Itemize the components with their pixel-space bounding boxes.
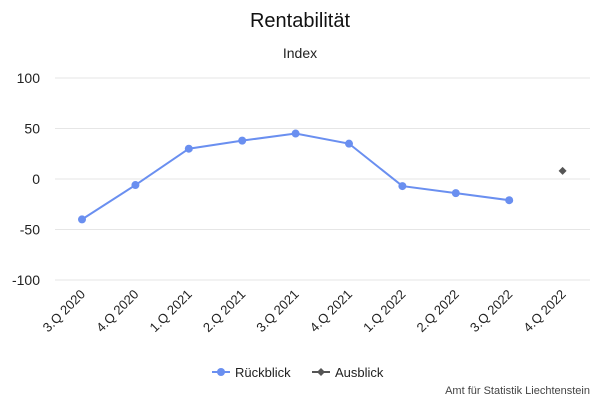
data-point-rueckblick[interactable] (291, 129, 300, 138)
chart-subtitle: Index (283, 45, 317, 61)
data-point-rueckblick[interactable] (451, 189, 460, 198)
y-tick-label: 0 (32, 171, 40, 187)
x-tick-label: 3.Q 2020 (40, 287, 88, 335)
x-tick-label: 4.Q 2020 (93, 287, 141, 335)
legend-item-ausblick[interactable]: Ausblick (312, 365, 384, 380)
x-tick-label: 3.Q 2021 (253, 287, 301, 335)
series-line-0 (81, 132, 510, 221)
gridlines (55, 77, 590, 281)
y-axis-ticks: 100 50 0 -50 -100 (12, 70, 40, 288)
x-tick-label: 1.Q 2021 (146, 287, 194, 335)
x-axis-ticks: 3.Q 2020 4.Q 2020 1.Q 2021 2.Q 2021 3.Q 2021… (40, 287, 569, 335)
x-tick-label: 4.Q 2022 (520, 287, 568, 335)
series-area (78, 129, 567, 224)
data-point-rueckblick[interactable] (505, 196, 514, 205)
x-tick-label: 4.Q 2021 (307, 287, 355, 335)
data-point-rueckblick[interactable] (238, 136, 247, 145)
y-tick-label: -50 (20, 222, 40, 238)
chart-credit: Amt für Statistik Liechtenstein (445, 385, 590, 397)
x-tick-label: 3.Q 2022 (467, 287, 515, 335)
data-point-rueckblick[interactable] (345, 139, 353, 148)
y-tick-label: 50 (24, 121, 40, 137)
legend-rueckblick-label: Rückblick (235, 365, 291, 380)
legend-rueckblick-marker (217, 368, 225, 376)
data-point-ausblick[interactable] (558, 166, 567, 175)
y-tick-label: 100 (17, 70, 41, 86)
y-tick-label: -100 (12, 272, 40, 288)
x-tick-label: 2.Q 2022 (413, 287, 461, 335)
data-point-rueckblick[interactable] (131, 181, 140, 190)
chart-title: Rentabilität (250, 10, 351, 32)
data-point-rueckblick[interactable] (184, 144, 193, 153)
legend: Rückblick Ausblick (212, 365, 384, 380)
legend-item-rueckblick[interactable]: Rückblick (212, 365, 291, 380)
legend-ausblick-label: Ausblick (335, 365, 384, 380)
data-point-rueckblick[interactable] (398, 182, 407, 191)
legend-ausblick-marker (317, 368, 325, 376)
x-tick-label: 1.Q 2022 (360, 287, 408, 335)
data-point-rueckblick[interactable] (78, 215, 86, 224)
x-tick-label: 2.Q 2021 (200, 287, 248, 335)
